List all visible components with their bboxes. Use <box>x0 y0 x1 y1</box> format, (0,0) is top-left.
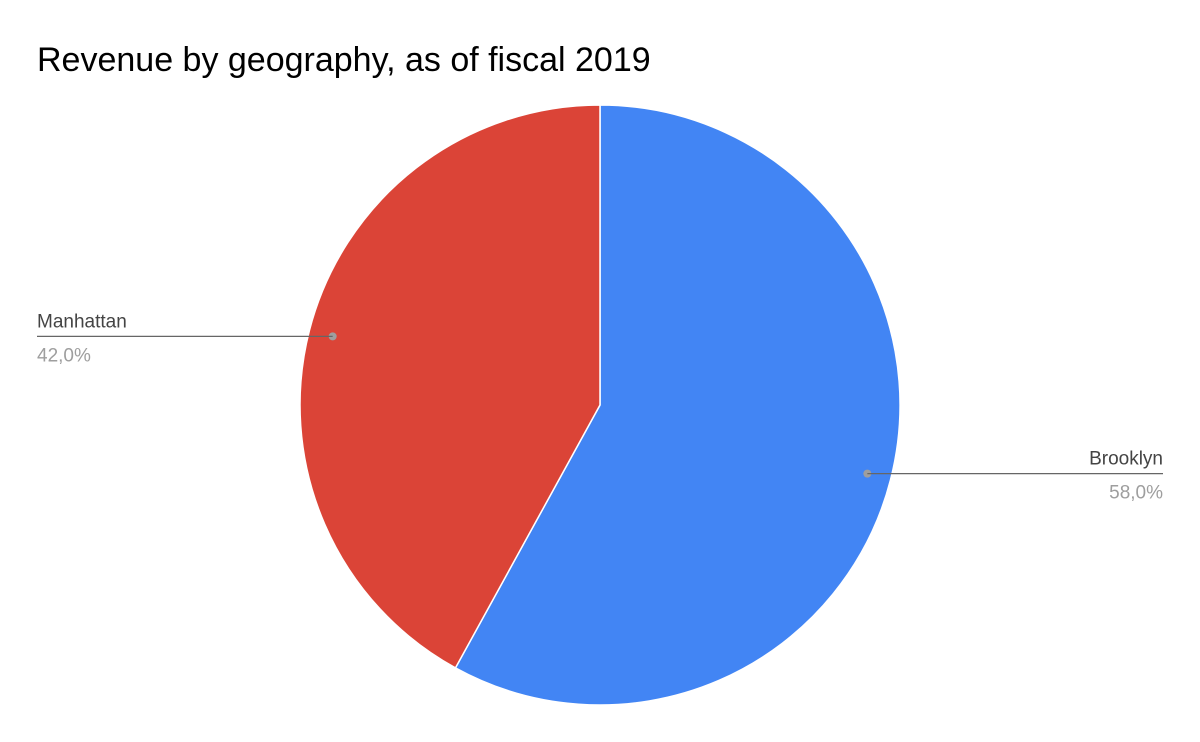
slice-labels: Brooklyn 58,0% Manhattan 42,0% <box>37 311 1163 504</box>
slice-value-brooklyn: 58,0% <box>1109 483 1163 504</box>
chart-title: Revenue by geography, as of fiscal 2019 <box>37 41 651 79</box>
pie-slices <box>299 104 901 706</box>
slice-label-manhattan: Manhattan <box>37 311 127 332</box>
slice-label-brooklyn: Brooklyn <box>1089 449 1163 470</box>
pie-slice-manhattan <box>299 104 601 669</box>
pie-slice-brooklyn <box>454 104 901 706</box>
slice-value-manhattan: 42,0% <box>37 345 91 366</box>
